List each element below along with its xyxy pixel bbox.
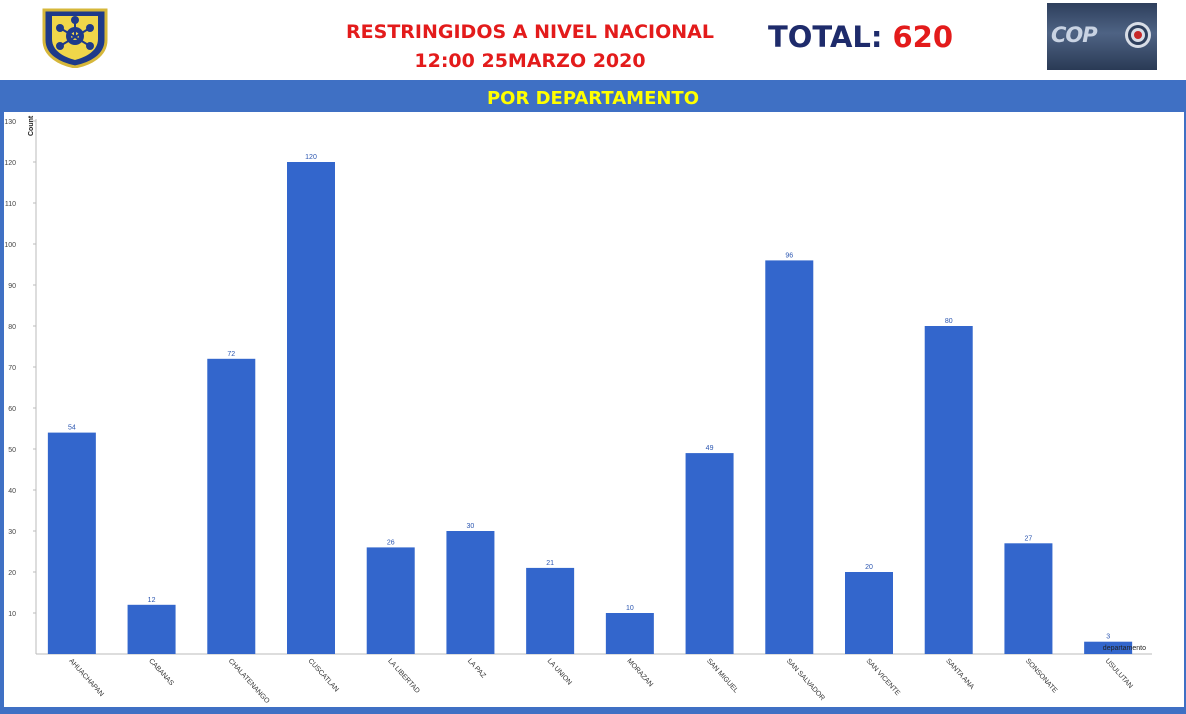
bar-value-label: 49 [706,445,714,452]
bar-value-label: 120 [305,154,317,161]
x-tick-label: SAN MIGUEL [705,658,739,695]
bar [765,260,814,654]
bar-value-label: 20 [865,564,873,571]
total-label: TOTAL: [768,20,883,54]
bar-value-label: 80 [945,318,953,325]
x-tick-label: CHALATENANGO [227,658,271,706]
police-seal-icon [38,6,112,69]
total-counter: TOTAL: 620 [768,20,953,54]
bar [526,567,575,654]
x-tick-label: CABANAS [147,658,175,688]
x-tick-label: LA PAZ [466,658,487,680]
bar-value-label: 26 [387,539,395,546]
bar [287,162,335,654]
x-tick-label: SAN VICENTE [865,658,902,698]
bar-value-label: 3 [1106,634,1110,641]
y-tick-label: 70 [8,365,16,372]
y-tick-label: 50 [8,447,16,454]
y-tick-label: 100 [4,242,16,249]
cop-logo: COP [1047,3,1157,70]
bar [1084,641,1133,654]
section-banner: POR DEPARTAMENTO [486,88,700,109]
report-header: RESTRINGIDOS A NIVEL NACIONAL 12:00 25MA… [0,0,1186,80]
report-title: RESTRINGIDOS A NIVEL NACIONAL 12:00 25MA… [330,18,730,76]
bar [446,531,495,654]
bar [605,613,654,654]
bar [47,432,96,654]
bar [685,453,734,654]
bar [366,547,415,654]
y-tick-label: 120 [4,160,16,167]
y-tick-label: 110 [5,201,16,208]
x-tick-label: LA UNION [546,658,573,687]
chart-frame: POR DEPARTAMENTO 10 20 30 40 50 60 70 80 90 100 11… [0,80,1186,714]
target-icon [1125,22,1151,48]
x-tick-label: SANTA ANA [944,658,975,691]
x-tick-label: USULUTAN [1104,658,1134,690]
x-tick-label: SONSONATE [1024,658,1058,695]
x-tick-label: LA LIBERTAD [386,658,420,695]
y-tick-label: 20 [8,570,16,577]
y-tick-label: 30 [8,529,16,536]
x-tick-label: SAN SALVADOR [785,658,826,702]
bar [924,326,973,654]
y-axis-label: Count [28,115,35,136]
x-tick-label: CUSCATLAN [307,658,340,694]
bar-chart: 10 20 30 40 50 60 70 80 90 100 110 120 130 Count 54 AHU… [4,115,1152,706]
bar-value-label: 72 [227,351,235,358]
bar-value-label: 30 [467,523,475,530]
bar [1004,543,1053,654]
y-tick-label: 60 [8,406,16,413]
y-tick-label: 130 [4,119,16,126]
title-line-2: 12:00 25MARZO 2020 [414,50,646,72]
bar-value-label: 10 [626,605,634,612]
bar [207,358,256,654]
total-value: 620 [892,20,954,54]
x-axis-label: departamento [1103,645,1146,652]
bar-value-label: 21 [546,560,554,567]
plot-area: 10 20 30 40 50 60 70 80 90 100 110 120 130 Count 54 AHU… [4,112,1184,707]
bar-value-label: 27 [1025,535,1033,542]
x-tick-label: MORAZAN [625,658,654,689]
bar-value-label: 54 [68,425,76,432]
title-line-1: RESTRINGIDOS A NIVEL NACIONAL [346,21,714,43]
cop-logo-text: COP [1051,23,1098,47]
x-tick-label: AHUACHAPAN [67,658,104,698]
bar [845,572,893,654]
bar [127,604,176,654]
bar-value-label: 96 [785,252,793,259]
y-tick-label: 10 [8,611,16,618]
bar-value-label: 12 [148,597,156,604]
y-tick-label: 80 [8,324,16,331]
y-tick-label: 90 [8,283,16,290]
y-tick-label: 40 [8,488,16,495]
